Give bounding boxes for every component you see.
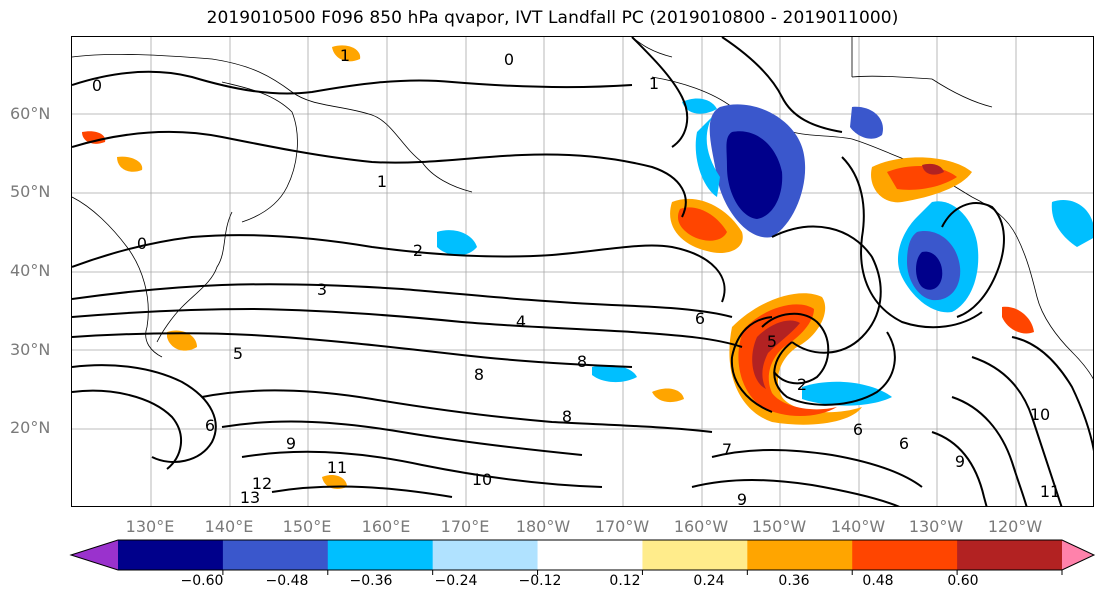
contour-labels: 0 0 1 1 1 0 2 3 4 5 6 6 8 8 2 5 8 10 11 … [92, 46, 1060, 507]
colorbar-swatch [118, 540, 224, 570]
colorbar-tick-label: −0.24 [434, 573, 478, 589]
colorbar-tick-label: 0.12 [609, 573, 641, 589]
colorbar-swatch [642, 540, 748, 570]
map-canvas: 0 0 1 1 1 0 2 3 4 5 6 6 8 8 2 5 8 10 11 … [72, 37, 1093, 507]
colorbar-swatch [537, 540, 643, 570]
lon-label-160e: 160°E [361, 517, 411, 536]
lat-label-60n: 60°N [10, 104, 51, 123]
contour-label: 0 [504, 50, 514, 69]
contour-label: 9 [286, 434, 296, 453]
colorbar-tick-label: −0.60 [180, 573, 224, 589]
colorbar-tick-label: −0.12 [518, 573, 562, 589]
colorbar-tick-label: −0.36 [349, 573, 393, 589]
lon-label-180w: 180°W [515, 517, 571, 536]
colorbar-swatches [69, 539, 1096, 575]
contour-label: 4 [516, 312, 526, 331]
contour-label: 10 [472, 470, 492, 489]
lon-label-120w: 120°W [987, 517, 1043, 536]
contour-label: 11 [1040, 482, 1060, 501]
qvapor-contours [72, 37, 1093, 506]
colorbar-tick-label: 0.48 [862, 573, 894, 589]
contour-label: 6 [899, 434, 909, 453]
contour-label: 2 [797, 375, 807, 394]
contour-label: 1 [377, 172, 387, 191]
lon-label-170w: 170°W [594, 517, 650, 536]
contour-label: 13 [240, 488, 260, 507]
lon-label-150w: 150°W [751, 517, 807, 536]
contour-label: 7 [722, 440, 732, 459]
lon-label-160w: 160°W [673, 517, 729, 536]
colorbar-tick-label: 0.24 [693, 573, 725, 589]
colorbar-swatch [432, 540, 539, 570]
contour-label: 1 [340, 46, 350, 65]
colorbar-outline [69, 539, 1096, 571]
contour-label: 12 [252, 474, 272, 493]
contour-label: 8 [562, 407, 572, 426]
contour-label: 0 [137, 234, 147, 253]
colorbar-swatch [957, 540, 1063, 570]
contour-label: 5 [233, 344, 243, 363]
lat-label-50n: 50°N [10, 182, 51, 201]
colorbar-swatch [1062, 540, 1094, 570]
lon-label-140e: 140°E [204, 517, 254, 536]
colorbar-swatch [747, 540, 853, 570]
contour-label: 8 [577, 352, 587, 371]
colorbar-swatch [327, 540, 434, 570]
map-panel: 0 0 1 1 1 0 2 3 4 5 6 6 8 8 2 5 8 10 11 … [71, 36, 1094, 507]
contour-label: 2 [413, 241, 423, 260]
colorbar-tick-label: 0.60 [947, 573, 979, 589]
map-title: 2019010500 F096 850 hPa qvapor, IVT Land… [206, 8, 899, 28]
qvapor-anomaly-shading [82, 45, 1093, 489]
contour-label: 6 [695, 309, 705, 328]
colorbar-swatch [222, 540, 329, 570]
contour-label: 0 [92, 76, 102, 95]
contour-label: 11 [327, 458, 347, 477]
lat-label-30n: 30°N [10, 340, 51, 359]
contour-label: 3 [317, 280, 327, 299]
contour-label: 6 [205, 416, 215, 435]
colorbar-tick-label: 0.36 [778, 573, 810, 589]
colorbar [69, 539, 1096, 575]
lon-label-130w: 130°W [908, 517, 964, 536]
lon-label-140w: 140°W [830, 517, 886, 536]
colorbar-swatch [71, 540, 118, 570]
contour-label: 10 [1030, 405, 1050, 424]
contour-label: 9 [737, 490, 747, 507]
lon-label-170e: 170°E [440, 517, 490, 536]
contour-label: 9 [955, 452, 965, 471]
lat-label-40n: 40°N [10, 261, 51, 280]
colorbar-swatch [852, 540, 958, 570]
lon-label-130e: 130°E [125, 517, 175, 536]
lon-label-150e: 150°E [282, 517, 332, 536]
colorbar-tick-label: −0.48 [265, 573, 309, 589]
contour-label: 8 [474, 365, 484, 384]
contour-label: 1 [649, 74, 659, 93]
contour-label: 6 [853, 420, 863, 439]
contour-label: 5 [767, 332, 777, 351]
lat-label-20n: 20°N [10, 418, 51, 437]
